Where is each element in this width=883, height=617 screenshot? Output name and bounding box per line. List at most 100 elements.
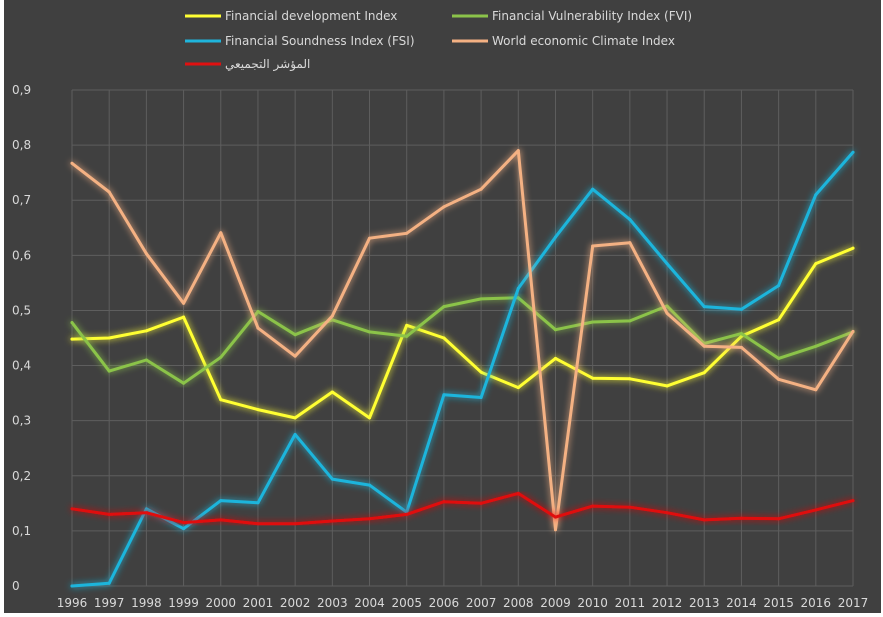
y-tick-label: 0,2 [12,469,31,483]
data-point [665,384,669,388]
series-3 [70,149,855,532]
data-point [628,319,632,323]
data-point [405,512,409,516]
data-point [182,527,186,531]
legend-item: World economic Climate Index [452,34,675,48]
x-tick-label: 2015 [763,596,794,610]
series-lines [70,149,855,588]
x-tick-label: 2004 [354,596,385,610]
data-point [256,501,260,505]
data-point [479,370,483,374]
data-point [851,150,855,154]
data-point [144,358,148,362]
data-point [702,344,706,348]
data-point [330,519,334,523]
data-point [442,336,446,340]
data-point [405,323,409,327]
x-tick-label: 2005 [391,596,422,610]
data-point [516,386,520,390]
data-point [591,187,595,191]
series-line [70,296,855,385]
y-tick-label: 0,4 [12,359,31,373]
data-point [591,504,595,508]
legend-label: Financial development Index [225,9,397,23]
data-point [182,301,186,305]
x-tick-label: 2016 [801,596,832,610]
x-tick-label: 2001 [243,596,274,610]
x-tick-label: 2011 [615,596,646,610]
data-point [368,517,372,521]
data-point [107,512,111,516]
data-point [814,344,818,348]
data-point [739,332,743,336]
series-line [70,491,855,526]
x-tick-label: 2009 [540,596,571,610]
data-point [293,354,297,358]
x-tick-label: 2006 [429,596,460,610]
x-tick-label: 2003 [317,596,348,610]
data-point [777,356,781,360]
data-point [702,371,706,375]
data-point [70,507,74,511]
x-tick-label: 2014 [726,596,757,610]
data-point [553,515,557,519]
legend: Financial development Index Financial Vul… [185,9,692,72]
data-point [777,517,781,521]
legend-label: Financial Soundness Index (FSI) [225,34,415,48]
data-point [591,244,595,248]
data-point [739,307,743,311]
data-point [628,218,632,222]
data-point [405,231,409,235]
legend-label: World economic Climate Index [492,34,675,48]
data-point [851,246,855,250]
data-point [479,396,483,400]
data-point [516,491,520,495]
series-2 [70,150,855,588]
data-point [256,326,260,330]
data-point [256,522,260,526]
data-point [814,262,818,266]
x-tick-label: 2017 [838,596,869,610]
data-point [70,161,74,165]
x-tick-label: 2007 [466,596,497,610]
data-point [182,315,186,319]
data-point [293,432,297,436]
data-point [219,355,223,359]
data-point [442,500,446,504]
series-4 [70,491,855,526]
data-point [368,236,372,240]
data-point [107,190,111,194]
data-point [739,516,743,520]
legend-item: المؤشر التجميعي [185,57,310,72]
data-point [330,318,334,322]
data-point [144,252,148,256]
data-point [777,377,781,381]
data-point [553,235,557,239]
data-point [665,311,669,315]
data-point [591,376,595,380]
data-point [814,193,818,197]
data-point [628,505,632,509]
data-point [107,369,111,373]
data-point [665,262,669,266]
legend-item: Financial development Index [185,9,397,23]
data-point [219,518,223,522]
data-point [219,231,223,235]
data-point [293,333,297,337]
data-point [330,314,334,318]
data-point [405,334,409,338]
x-tick-label: 2012 [652,596,683,610]
x-tick-label: 2008 [503,596,534,610]
data-point [665,304,669,308]
data-point [144,507,148,511]
y-tick-label: 0,3 [12,414,31,428]
series-line [70,149,855,532]
data-point [665,511,669,515]
data-point [368,416,372,420]
legend-label: المؤشر التجميعي [225,57,310,72]
data-point [442,305,446,309]
data-point [814,508,818,512]
data-point [107,581,111,585]
series-line [70,246,855,420]
data-point [479,297,483,301]
